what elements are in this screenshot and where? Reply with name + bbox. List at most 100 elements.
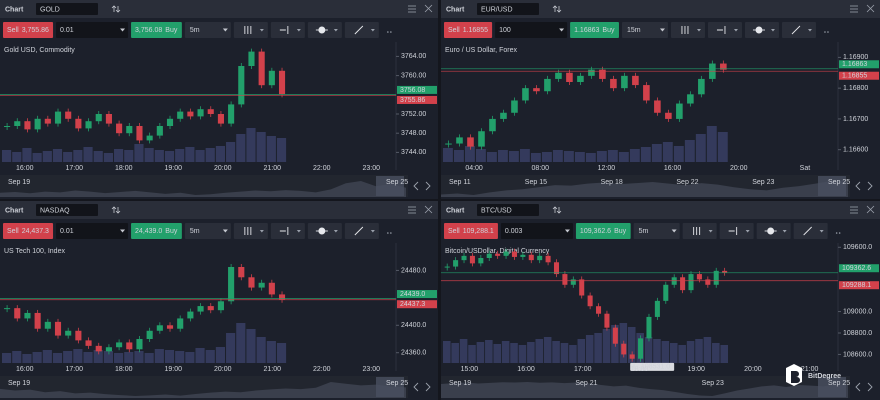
volume-bar — [653, 339, 661, 363]
timeframe-select[interactable] — [184, 223, 231, 239]
toolbar-button[interactable] — [344, 22, 379, 38]
volume-bar — [651, 144, 662, 162]
volume-bars — [2, 323, 287, 363]
candle-body — [156, 325, 163, 331]
menu-icon[interactable] — [850, 206, 858, 214]
close-icon[interactable] — [424, 4, 433, 13]
navigator-area — [0, 181, 406, 197]
volume-bar — [246, 128, 256, 162]
scroll-arrow[interactable] — [855, 181, 861, 191]
sell-button[interactable] — [3, 22, 54, 38]
navigator-handle[interactable] — [818, 176, 846, 196]
sell-button[interactable] — [3, 223, 54, 239]
symbol-input[interactable] — [477, 204, 539, 216]
quantity-input[interactable] — [56, 22, 129, 38]
volume-bar — [611, 325, 619, 363]
scroll-arrow[interactable] — [867, 382, 873, 392]
symbol-input[interactable] — [36, 3, 98, 15]
scroll-arrow[interactable] — [425, 181, 431, 191]
navigator-area — [441, 181, 848, 197]
candle-body — [278, 294, 286, 300]
buy-text[interactable]: 24,439.0 Buy — [135, 228, 178, 235]
volume-bar — [678, 345, 686, 363]
volume-bar — [195, 348, 205, 363]
buy-button[interactable] — [131, 22, 182, 38]
timeframe-select[interactable] — [621, 22, 668, 38]
sell-text[interactable]: Sell 109,288.1 — [448, 228, 494, 235]
dropdown-arrow — [333, 230, 338, 233]
buy-button[interactable] — [131, 223, 182, 239]
toolbar-button[interactable] — [793, 223, 828, 239]
scroll-arrow[interactable] — [413, 181, 419, 191]
toolbar-button[interactable] — [344, 223, 379, 239]
scroll-arrow[interactable] — [855, 382, 861, 392]
sell-text[interactable]: Sell 3,755.86 — [7, 27, 49, 34]
buy-text[interactable]: 3,756.08 Buy — [135, 27, 178, 34]
sell-text[interactable]: Sell 24,437.3 — [7, 228, 49, 235]
quantity-input[interactable] — [56, 223, 129, 239]
more-dots[interactable] — [387, 232, 389, 234]
more-dots[interactable] — [827, 31, 829, 33]
sell-button[interactable] — [444, 22, 493, 38]
swap-icon[interactable] — [111, 206, 121, 214]
menu-icon[interactable] — [408, 5, 416, 13]
buy-button[interactable] — [570, 22, 619, 38]
swap-icon[interactable] — [111, 5, 121, 13]
buy-text[interactable]: 109,362.6 Buy — [580, 228, 627, 235]
volume-bar — [552, 341, 560, 363]
close-icon[interactable] — [424, 205, 433, 214]
timeframe-select[interactable] — [184, 22, 231, 38]
close-icon[interactable] — [866, 205, 875, 214]
dropdown-arrow — [296, 29, 301, 32]
scroll-arrow[interactable] — [413, 382, 419, 392]
buy-button[interactable] — [575, 223, 631, 239]
sell-text[interactable]: Sell 1.16855 — [448, 27, 488, 34]
toolbar-icon — [244, 26, 252, 34]
icon — [354, 25, 364, 35]
candle-body — [553, 262, 560, 275]
navigator-handle[interactable] — [818, 377, 846, 397]
candle-body — [95, 114, 102, 122]
symbol-input[interactable] — [36, 204, 98, 216]
volume-bar — [464, 146, 475, 162]
y-tick-label: 24360.0 — [401, 350, 426, 357]
x-tick-label: 16:00 — [16, 165, 34, 172]
more-dots[interactable] — [387, 31, 389, 33]
icon — [791, 25, 801, 35]
quantity-input[interactable] — [500, 223, 573, 239]
volume-bar — [164, 151, 175, 162]
candle-body — [258, 282, 265, 288]
timeframe-select[interactable] — [633, 223, 680, 239]
volume-bar — [73, 349, 83, 363]
swap-icon[interactable] — [552, 206, 562, 214]
candle-body — [228, 104, 235, 124]
more-dots[interactable] — [390, 232, 392, 234]
more-dots[interactable] — [838, 232, 841, 234]
menu-icon[interactable] — [408, 206, 416, 214]
more-dots[interactable] — [390, 31, 392, 33]
symbol-text: GOLD — [40, 6, 60, 13]
candle-body — [612, 327, 618, 344]
scroll-arrow[interactable] — [425, 382, 431, 392]
more-dots[interactable] — [824, 31, 826, 33]
close-icon[interactable] — [866, 4, 875, 13]
menu-icon[interactable] — [850, 5, 858, 13]
candle-body — [156, 126, 163, 136]
candle-body — [14, 121, 21, 126]
swap-icon[interactable] — [552, 5, 562, 13]
volume-bar — [486, 152, 497, 162]
scroll-arrow[interactable] — [867, 181, 873, 191]
toolbar-button[interactable] — [781, 22, 816, 38]
navigator-handle[interactable] — [376, 176, 404, 196]
volume-bar — [712, 343, 720, 363]
quantity-input[interactable] — [495, 22, 568, 38]
buy-text[interactable]: 1.16863 Buy — [574, 27, 615, 34]
symbol-input[interactable] — [477, 3, 539, 15]
volume-bar — [695, 134, 706, 162]
volume-bar — [185, 352, 195, 363]
candle-body — [638, 338, 644, 359]
y-tick-label: 1.16900 — [843, 54, 868, 61]
sell-button[interactable] — [444, 223, 498, 239]
more-dots[interactable] — [835, 232, 838, 234]
navigator-handle[interactable] — [376, 377, 404, 397]
